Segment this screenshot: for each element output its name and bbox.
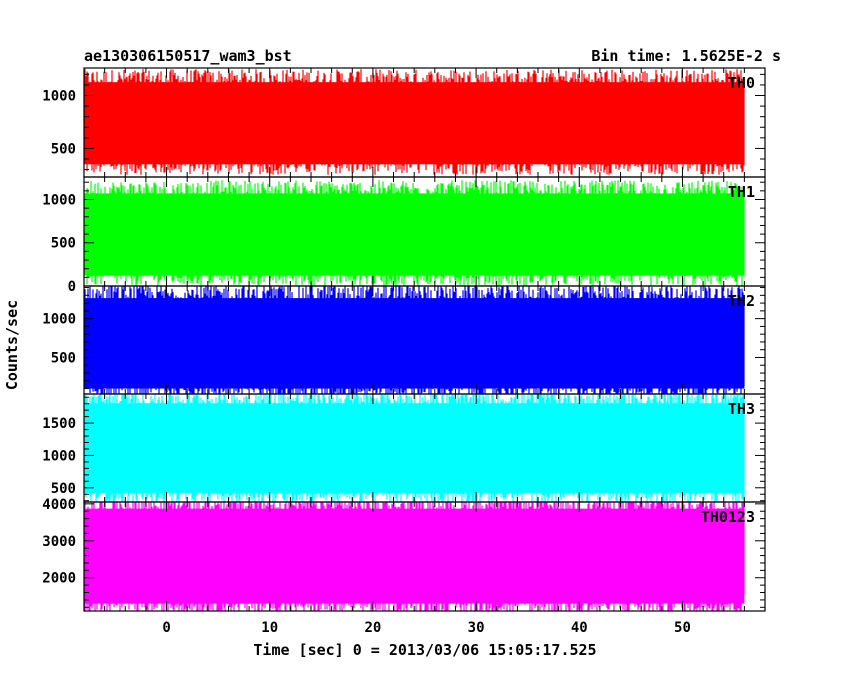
panel-th0123: 2000 3000 4000 TH0123 xyxy=(42,497,766,612)
y-tick-label: 0 xyxy=(68,279,76,295)
x-tick-label: 40 xyxy=(571,620,588,636)
y-axis-label: Counts/sec xyxy=(3,300,21,390)
panel-label-th2: TH2 xyxy=(728,292,755,310)
panel-frame xyxy=(83,501,766,612)
y-tick-label: 500 xyxy=(51,141,76,157)
chart-title: ae130306150517_wam3_bst xyxy=(84,47,292,65)
y-tick-label: 500 xyxy=(51,350,76,366)
panel-label-th1: TH1 xyxy=(728,183,755,201)
series-th0-band xyxy=(84,82,745,165)
x-tick-label: 10 xyxy=(261,620,278,636)
y-tick-label: 500 xyxy=(51,236,76,252)
panel-th1: 0 500 1000 TH1 xyxy=(42,176,766,295)
y-tick-label: 1000 xyxy=(42,192,76,208)
bin-time-label: Bin time: 1.5625E-2 s xyxy=(591,47,781,65)
x-axis-label: Time [sec] 0 = 2013/03/06 15:05:17.525 xyxy=(253,641,596,659)
y-tick-label: 3000 xyxy=(42,534,76,550)
series-th2-band xyxy=(84,298,745,389)
panel-th0: 500 1000 TH0 xyxy=(42,67,766,178)
y-tick-label: 2000 xyxy=(42,571,76,587)
x-tick-label: 20 xyxy=(364,620,381,636)
panel-label-th3: TH3 xyxy=(728,400,755,418)
y-tick-label: 1000 xyxy=(42,448,76,464)
y-tick-label: 500 xyxy=(51,481,76,497)
x-tick-label: 30 xyxy=(468,620,485,636)
series-th1-band xyxy=(84,193,745,276)
panel-th2: 500 1000 TH2 xyxy=(42,285,766,395)
y-tick-label: 1000 xyxy=(42,89,76,105)
y-tick-label: 1000 xyxy=(42,312,76,328)
panel-label-th0: TH0 xyxy=(728,74,755,92)
panel-label-th0123: TH0123 xyxy=(701,508,755,526)
y-tick-label: 4000 xyxy=(42,497,76,513)
panel-th3: 500 1000 1500 TH3 xyxy=(42,393,766,503)
series-th3-band xyxy=(84,403,745,493)
series-th0123-band xyxy=(84,508,745,604)
x-tick-label: 50 xyxy=(674,620,691,636)
x-tick-label: 0 xyxy=(162,620,170,636)
y-tick-label: 1500 xyxy=(42,416,76,432)
